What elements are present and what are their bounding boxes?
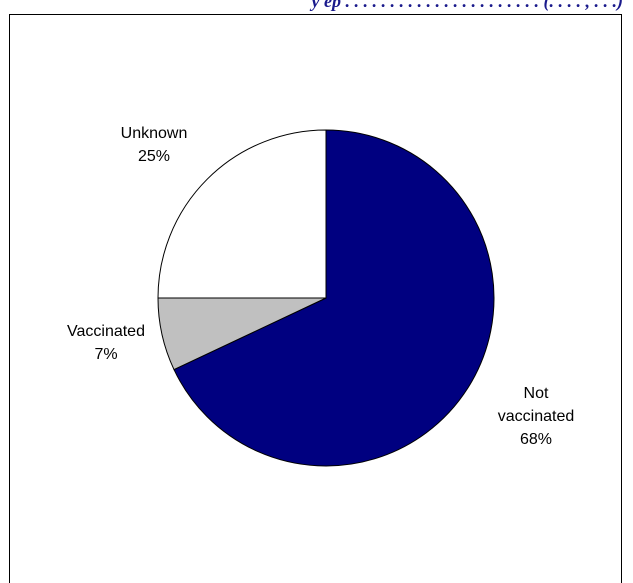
pie-slices xyxy=(157,129,495,467)
chart-title-fragment: y ep . . . . . . . . . . . . . . . . . .… xyxy=(311,0,623,11)
data-label-unknown: Unknown 25% xyxy=(121,125,188,165)
data-label-not-vaccinated: Not vaccinated 68% xyxy=(498,385,575,448)
chart-frame xyxy=(9,14,622,583)
title-strip: y ep . . . . . . . . . . . . . . . . . .… xyxy=(0,0,633,14)
pie-slice-not-vaccinated xyxy=(173,129,495,467)
pie-slice-unknown xyxy=(157,129,327,299)
pie-labels: Not vaccinated 68% Vaccinated 7% Unknown 25% xyxy=(67,125,574,448)
data-label-vaccinated: Vaccinated 7% xyxy=(67,323,145,363)
